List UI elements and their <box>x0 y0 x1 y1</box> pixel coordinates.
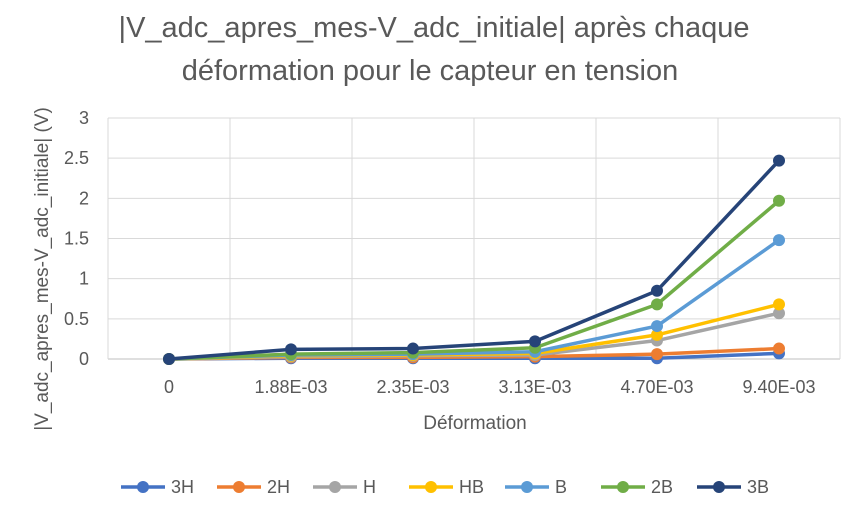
y-axis-label: |V_adc_apres_mes-V_adc_initiale| (V) <box>32 107 53 431</box>
x-tick-label: 2.35E-03 <box>376 377 449 397</box>
legend-label: H <box>363 477 376 497</box>
legend-item-b: B <box>505 477 567 497</box>
data-point <box>651 348 663 361</box>
legend-marker <box>233 481 245 493</box>
gridlines <box>107 117 841 360</box>
series-lines <box>163 154 785 365</box>
data-point <box>651 284 663 297</box>
y-tick-label: 1 <box>79 269 89 289</box>
data-point <box>773 194 785 207</box>
legend-item-3h: 3H <box>121 477 194 497</box>
y-tick-label: 3 <box>79 108 89 128</box>
y-tick-label: 0.5 <box>64 309 89 329</box>
x-tick-label: 0 <box>164 377 174 397</box>
data-point <box>773 342 785 355</box>
legend-item-hb: HB <box>409 477 484 497</box>
data-point <box>163 353 175 365</box>
data-point <box>285 343 297 356</box>
legend-label: 3B <box>747 477 769 497</box>
data-point <box>407 342 419 355</box>
legend-marker <box>137 481 149 493</box>
chart-title-line-1: |V_adc_apres_mes-V_adc_initiale| après c… <box>119 12 750 44</box>
x-tick-label: 4.70E-03 <box>620 377 693 397</box>
data-point <box>773 154 785 167</box>
x-tick-label: 1.88E-03 <box>254 377 327 397</box>
data-point <box>651 298 663 311</box>
series-3b <box>163 154 785 365</box>
y-tick-label: 2 <box>79 188 89 208</box>
data-point <box>651 320 663 333</box>
legend-item-h: H <box>313 477 376 497</box>
legend-item-3b: 3B <box>697 477 769 497</box>
legend-label: HB <box>459 477 484 497</box>
y-tick-label: 2.5 <box>64 148 89 168</box>
x-axis-label: Déformation <box>423 413 527 434</box>
x-tick-label: 3.13E-03 <box>498 377 571 397</box>
data-point <box>529 335 541 348</box>
legend-marker <box>617 481 629 493</box>
legend-label: 2B <box>651 477 673 497</box>
y-tick-label: 1.5 <box>64 229 89 249</box>
y-tick-labels: 0 0.5 1 1.5 2 2.5 3 <box>64 108 89 369</box>
y-tick-label: 0 <box>79 349 89 369</box>
data-point <box>651 328 663 341</box>
legend-marker <box>329 481 341 493</box>
legend-label: B <box>555 477 567 497</box>
x-tick-labels: 0 1.88E-03 2.35E-03 3.13E-03 4.70E-03 9.40E-0… <box>164 377 816 397</box>
legend-label: 3H <box>171 477 194 497</box>
legend-marker <box>521 481 533 493</box>
series-line <box>168 159 781 361</box>
legend: 3H 2H H HB B 2B 3B <box>121 477 769 497</box>
legend-marker <box>713 481 725 493</box>
data-point <box>773 298 785 311</box>
legend-item-2b: 2B <box>601 477 673 497</box>
data-point <box>773 307 785 320</box>
x-tick-label: 9.40E-03 <box>742 377 815 397</box>
legend-marker <box>425 481 437 493</box>
legend-item-2h: 2H <box>217 477 290 497</box>
series-line <box>168 199 781 361</box>
legend-label: 2H <box>267 477 290 497</box>
chart-title-line-2: déformation pour le capteur en tension <box>182 55 679 87</box>
data-point <box>773 234 785 247</box>
